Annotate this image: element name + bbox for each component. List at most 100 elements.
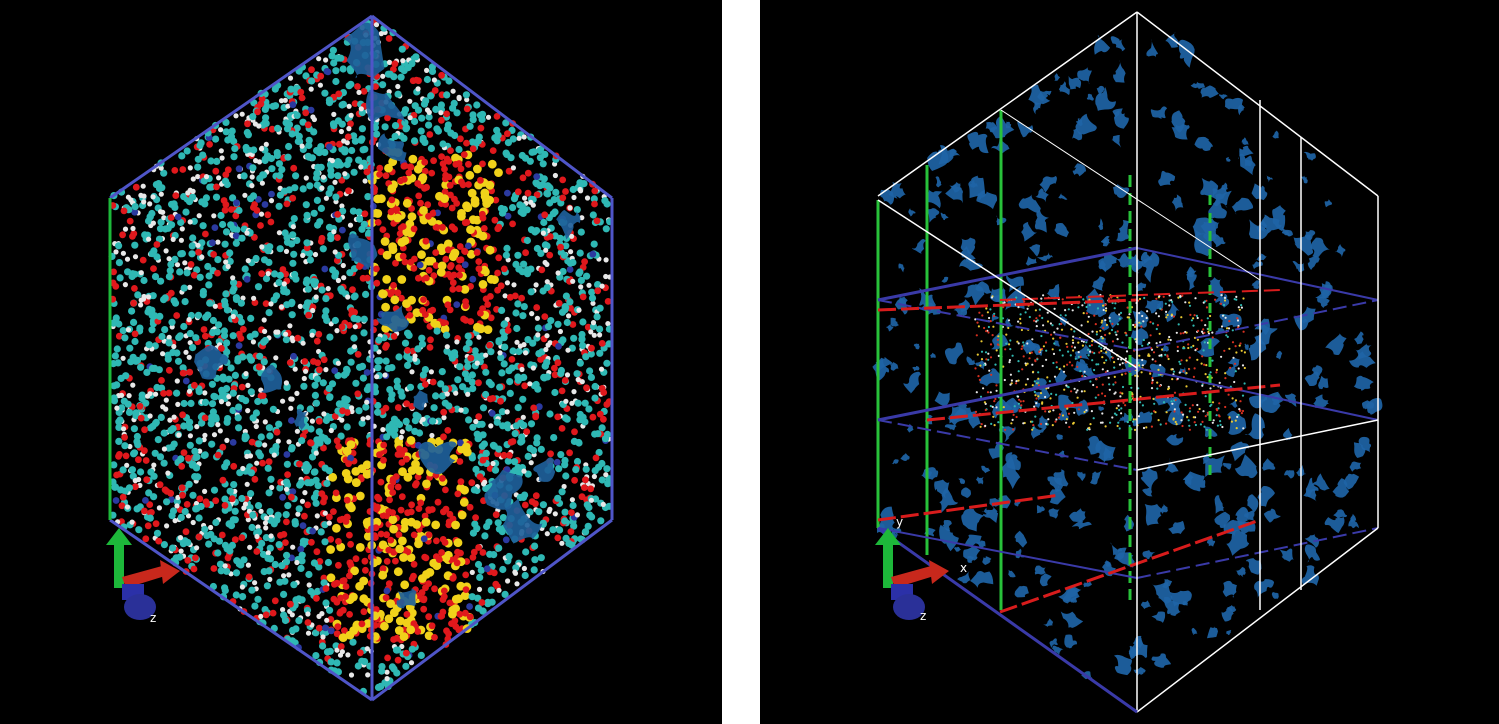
atom (306, 582, 312, 588)
atom (599, 283, 605, 289)
isosurface-blob (1350, 513, 1357, 522)
isosurface-blob (982, 556, 992, 565)
atom (280, 590, 288, 599)
isosurface-blob (1039, 176, 1057, 193)
atom (539, 501, 548, 509)
atom (171, 343, 177, 350)
atom (482, 368, 490, 376)
atom (1045, 358, 1048, 361)
atom (466, 249, 476, 259)
atom (276, 230, 282, 236)
atom (265, 309, 273, 317)
atom (187, 433, 193, 439)
atom (587, 350, 595, 358)
atom (150, 194, 156, 200)
atom (229, 287, 237, 295)
atom (173, 312, 181, 319)
atom (240, 172, 248, 180)
atom (1157, 368, 1160, 371)
atom (195, 388, 203, 396)
atom (1196, 358, 1199, 361)
atom (1083, 410, 1086, 414)
atom (205, 281, 213, 289)
atom (1088, 298, 1091, 301)
atom (142, 399, 150, 407)
atom (351, 344, 358, 350)
atom (338, 101, 346, 109)
isosurface-blob (1165, 457, 1179, 473)
atom (122, 226, 129, 232)
atom (1077, 355, 1080, 358)
atom (1111, 416, 1114, 419)
atom (598, 366, 605, 372)
atom (253, 548, 261, 555)
atom (179, 226, 185, 232)
atom (169, 348, 177, 357)
atom (110, 461, 118, 469)
isosurface-blob (1110, 542, 1127, 561)
atom (158, 377, 165, 384)
atom (521, 565, 528, 572)
atom (461, 407, 469, 415)
atom (566, 298, 574, 306)
atom (567, 528, 575, 535)
atom (330, 595, 338, 603)
atom (1191, 404, 1194, 407)
atom (979, 425, 982, 428)
atom (1018, 398, 1021, 401)
atom (1233, 298, 1236, 301)
atom (186, 368, 194, 376)
atom (323, 648, 332, 656)
isosurface-blob (1167, 520, 1185, 535)
atom (273, 149, 281, 157)
atom (374, 357, 382, 365)
atom (124, 504, 131, 510)
atom (241, 265, 249, 273)
atom (300, 382, 308, 390)
atom (482, 479, 488, 485)
atom (1005, 333, 1008, 336)
atom (982, 387, 985, 390)
atom (1059, 336, 1062, 339)
atom (588, 497, 595, 503)
atom (544, 323, 553, 331)
atom (521, 134, 527, 140)
isosurface-blob (1111, 134, 1122, 148)
atom (280, 398, 286, 404)
atom (262, 520, 269, 526)
atom (565, 539, 573, 548)
atom (1113, 392, 1116, 395)
atom (432, 262, 440, 269)
atom (243, 275, 251, 283)
atom (230, 313, 236, 320)
isosurface-blob (1133, 637, 1144, 649)
isosurface-blob (1054, 222, 1069, 238)
atom (116, 451, 123, 458)
isosurface-blob (1300, 175, 1308, 184)
atom (157, 413, 165, 421)
atom (398, 434, 404, 440)
atom (395, 616, 405, 626)
atom (1151, 379, 1154, 382)
atom (394, 626, 404, 635)
atom (206, 299, 214, 307)
atom (1087, 354, 1090, 357)
atom (1015, 382, 1018, 385)
isosurface-blob (1058, 192, 1068, 200)
atom (245, 517, 251, 523)
atom (142, 497, 149, 504)
atom (404, 347, 411, 354)
atom (1104, 425, 1107, 428)
atom (283, 200, 291, 208)
atom (1067, 386, 1070, 389)
isosurface-blob (1225, 156, 1231, 162)
atom (160, 459, 168, 467)
atom (326, 573, 336, 583)
isosurface-blob (1096, 85, 1105, 97)
atom (456, 458, 464, 465)
atom (125, 327, 131, 333)
atom (1070, 390, 1073, 393)
atom (284, 471, 291, 478)
atom (187, 284, 193, 290)
atom (1080, 390, 1083, 393)
